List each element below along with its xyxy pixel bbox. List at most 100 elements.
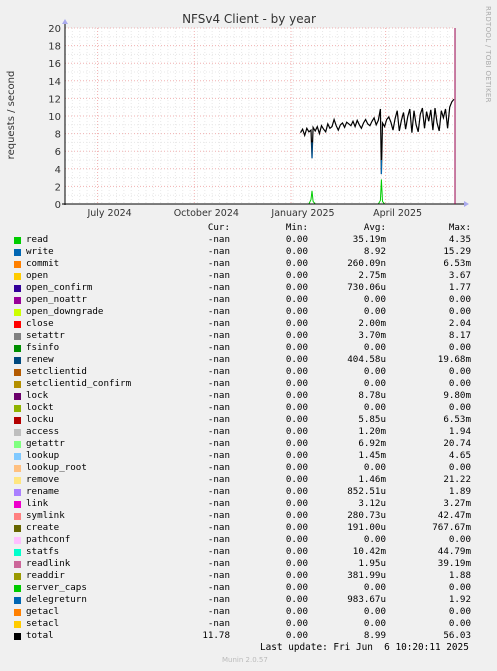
legend-swatch <box>14 296 21 304</box>
legend-avg: 730.06u <box>347 282 386 293</box>
legend-row-open-confirm: open_confirm -nan 0.00 730.06u 1.77 <box>14 282 484 294</box>
legend-avg: 3.70m <box>358 330 386 341</box>
legend-cur: -nan <box>207 342 230 353</box>
legend-max: 8.17 <box>448 330 471 341</box>
legend-min: 0.00 <box>285 618 308 629</box>
legend-row-readlink: readlink -nan 0.00 1.95u 39.19m <box>14 558 484 570</box>
legend-min: 0.00 <box>285 366 308 377</box>
legend-row-readdir: readdir -nan 0.00 381.99u 1.88 <box>14 570 484 582</box>
legend-avg: 35.19m <box>352 234 386 245</box>
legend-row-renew: renew -nan 0.00 404.58u 19.68m <box>14 354 484 366</box>
legend-avg: 983.67u <box>347 594 386 605</box>
legend-swatch <box>14 392 21 400</box>
legend-row-lock: lock -nan 0.00 8.78u 9.80m <box>14 390 484 402</box>
legend-avg: 2.00m <box>358 318 386 329</box>
legend-max: 1.94 <box>448 426 471 437</box>
legend-name: statfs <box>26 546 60 557</box>
legend-row-getacl: getacl -nan 0.00 0.00 0.00 <box>14 606 484 618</box>
legend-swatch <box>14 236 21 244</box>
legend-avg: 2.75m <box>358 270 386 281</box>
legend-header-min: Min: <box>285 222 308 233</box>
legend-cur: -nan <box>207 558 230 569</box>
legend-cur: -nan <box>207 234 230 245</box>
y-tick-label: 8 <box>55 130 61 141</box>
x-tick-label: October 2024 <box>174 208 239 219</box>
legend-max: 6.53m <box>443 414 471 425</box>
legend-cur: -nan <box>207 426 230 437</box>
legend-min: 0.00 <box>285 522 308 533</box>
y-tick-label: 14 <box>48 77 61 88</box>
legend-avg: 6.92m <box>358 438 386 449</box>
y-tick-label: 2 <box>55 182 61 193</box>
legend-name: write <box>26 246 54 257</box>
legend-avg: 0.00 <box>363 306 386 317</box>
legend-cur: -nan <box>207 282 230 293</box>
legend-min: 0.00 <box>285 462 308 473</box>
legend-name: setacl <box>26 618 60 629</box>
legend-name: locku <box>26 414 54 425</box>
legend-avg: 381.99u <box>347 570 386 581</box>
legend-cur: -nan <box>207 462 230 473</box>
legend-cur: -nan <box>207 378 230 389</box>
legend-avg: 260.09n <box>347 258 386 269</box>
legend-swatch <box>14 548 21 556</box>
legend-name: open_confirm <box>26 282 93 293</box>
munin-version: Munin 2.0.57 <box>222 656 268 664</box>
legend-min: 0.00 <box>285 606 308 617</box>
legend-cur: -nan <box>207 570 230 581</box>
legend-swatch <box>14 428 21 436</box>
legend-max: 4.35 <box>448 234 471 245</box>
legend-name: getacl <box>26 606 60 617</box>
legend-avg: 404.58u <box>347 354 386 365</box>
y-axis-label: requests / second <box>6 71 17 160</box>
legend-min: 0.00 <box>285 318 308 329</box>
legend-min: 0.00 <box>285 498 308 509</box>
legend-swatch <box>14 272 21 280</box>
legend-max: 39.19m <box>437 558 471 569</box>
legend-max: 2.04 <box>448 318 471 329</box>
legend-min: 0.00 <box>285 474 308 485</box>
legend-max: 4.65 <box>448 450 471 461</box>
legend-max: 0.00 <box>448 342 471 353</box>
legend-min: 0.00 <box>285 294 308 305</box>
legend-cur: -nan <box>207 354 230 365</box>
legend-cur: -nan <box>207 546 230 557</box>
legend-min: 0.00 <box>285 402 308 413</box>
legend-name: open_noattr <box>26 294 87 305</box>
legend-max: 44.79m <box>437 546 471 557</box>
legend-name: access <box>26 426 60 437</box>
legend-min: 0.00 <box>285 390 308 401</box>
legend-cur: -nan <box>207 510 230 521</box>
legend-avg: 0.00 <box>363 366 386 377</box>
legend-name: rename <box>26 486 60 497</box>
legend-min: 0.00 <box>285 510 308 521</box>
legend-swatch <box>14 368 21 376</box>
legend-cur: -nan <box>207 522 230 533</box>
legend-max: 0.00 <box>448 306 471 317</box>
legend-min: 0.00 <box>285 330 308 341</box>
legend-avg: 0.00 <box>363 378 386 389</box>
legend-swatch <box>14 512 21 520</box>
legend-cur: -nan <box>207 438 230 449</box>
legend-row-server-caps: server_caps -nan 0.00 0.00 0.00 <box>14 582 484 594</box>
x-tick-label: January 2025 <box>270 208 334 219</box>
legend-cur: -nan <box>207 582 230 593</box>
legend-name: getattr <box>26 438 65 449</box>
legend-cur: -nan <box>207 258 230 269</box>
legend-name: remove <box>26 474 60 485</box>
legend-swatch <box>14 608 21 616</box>
legend-avg: 0.00 <box>363 402 386 413</box>
legend-name: readdir <box>26 570 65 581</box>
x-ticks: July 2024 October 2024 January 2025 April 2… <box>86 208 422 219</box>
legend-cur: -nan <box>207 294 230 305</box>
legend-cur: -nan <box>207 606 230 617</box>
legend-avg: 0.00 <box>363 462 386 473</box>
legend-row-symlink: symlink -nan 0.00 280.73u 42.47m <box>14 510 484 522</box>
legend-min: 0.00 <box>285 306 308 317</box>
legend-swatch <box>14 476 21 484</box>
y-tick-label: 0 <box>55 200 61 211</box>
legend-avg: 1.20m <box>358 426 386 437</box>
legend-swatch <box>14 452 21 460</box>
legend: Cur: Min: Avg: Max: read -nan 0.00 35.19m 4.… <box>14 222 484 642</box>
legend-avg: 852.51u <box>347 486 386 497</box>
